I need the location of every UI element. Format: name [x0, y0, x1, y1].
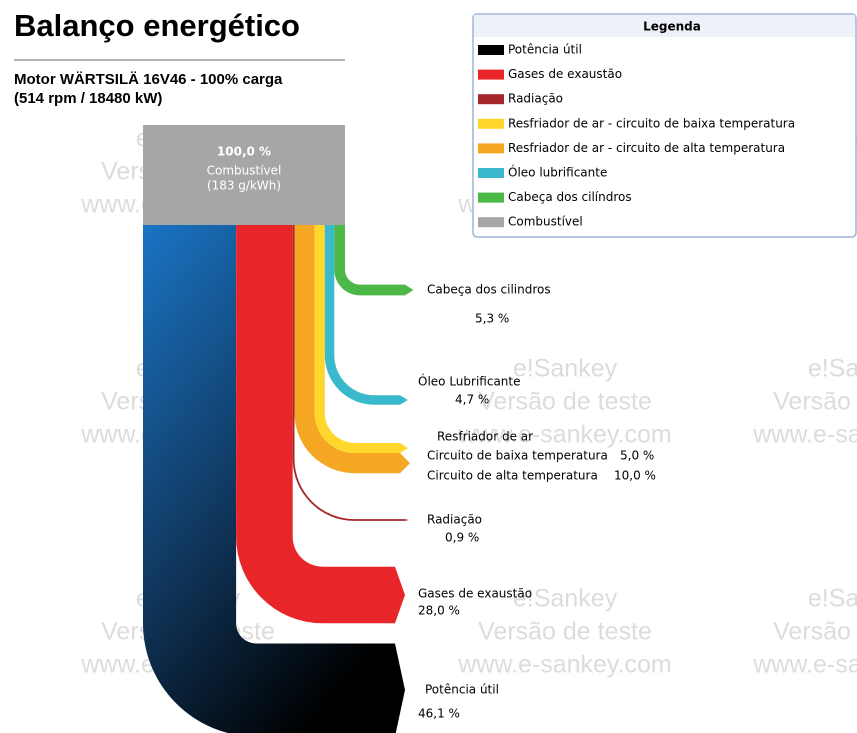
legend-swatch: [478, 94, 504, 105]
subtitle: Motor WÄRTSILÄ 16V46 - 100% carga: [14, 71, 283, 88]
legend-header: [474, 15, 855, 37]
watermark-text: e!Sankey: [513, 355, 618, 383]
flow-value: 28,0 %: [418, 604, 460, 618]
legend-swatch: [478, 217, 504, 228]
flow-value: 4,7 %: [455, 393, 489, 407]
flow-value: 10,0 %: [614, 469, 656, 483]
watermark-text: Versão de teste: [478, 388, 652, 416]
watermark-text: Versão de teste: [773, 388, 857, 416]
flow-label: Potência útil: [425, 683, 499, 697]
legend-swatch: [478, 143, 504, 154]
watermark-text: www.e-sankey.com: [457, 651, 672, 679]
legend-label: Potência útil: [508, 43, 582, 57]
watermark-text: e!Sankey: [808, 585, 857, 613]
flow: [143, 225, 405, 733]
legend-swatch: [478, 45, 504, 55]
flow: [334, 225, 414, 296]
flow-label: Radiação: [427, 513, 482, 527]
legend-swatch: [478, 118, 504, 129]
flow-value: 0,9 %: [445, 531, 479, 545]
subtitle: (514 rpm / 18480 kW): [14, 90, 162, 107]
flow-label: Óleo Lubrificante: [418, 374, 521, 389]
flow-label: Gases de exaustão: [418, 587, 532, 601]
flow: [236, 225, 405, 624]
flow-value: 46,1 %: [418, 707, 460, 721]
flow: [294, 225, 410, 474]
legend-label: Combustível: [508, 215, 583, 229]
flow: [314, 225, 409, 454]
flow-label: Cabeça dos cilindros: [427, 283, 551, 297]
watermark-text: www.e-sankey.com: [752, 421, 857, 449]
watermark-text: www.e-sankey.com: [457, 421, 672, 449]
flow-label: Circuito de baixa temperatura: [427, 449, 608, 463]
source-note: (183 g/kWh): [207, 179, 281, 193]
legend: Legenda Potência útil Gases de exaustão Ra…: [472, 13, 857, 238]
legend-label: Radiação: [508, 92, 563, 106]
watermark-text: www.e-sankey.com: [752, 651, 857, 679]
flow: [324, 225, 408, 405]
watermark-text: Versão de teste: [773, 618, 857, 646]
flow-value: 5,0 %: [620, 449, 654, 463]
flow-label: Circuito de alta temperatura: [427, 469, 598, 483]
legend-label: Cabeça dos cilíndros: [508, 190, 632, 204]
chart-title: Balanço energético: [14, 8, 300, 43]
watermark-text: Versão de teste: [478, 618, 652, 646]
cooler-label: Resfriador de ar: [437, 430, 533, 444]
legend-label: Resfriador de ar - circuito de alta temp…: [508, 141, 785, 155]
legend-swatch: [478, 192, 504, 203]
watermark-text: e!Sankey: [808, 355, 857, 383]
watermark-text: e!Sankey: [513, 585, 618, 613]
legend-swatch: [478, 168, 504, 178]
legend-box: [472, 13, 857, 238]
flow-value: 5,3 %: [475, 312, 509, 326]
source-node: [143, 125, 345, 225]
legend-label: Óleo lubrificante: [508, 165, 607, 180]
source-name: Combustível: [207, 164, 282, 178]
source-value: 100,0 %: [217, 145, 271, 159]
legend-label: Resfriador de ar - circuito de baixa tem…: [508, 116, 795, 130]
legend-title: Legenda: [643, 20, 701, 34]
legend-label: Gases de exaustão: [508, 67, 622, 81]
legend-swatch: [478, 69, 504, 80]
